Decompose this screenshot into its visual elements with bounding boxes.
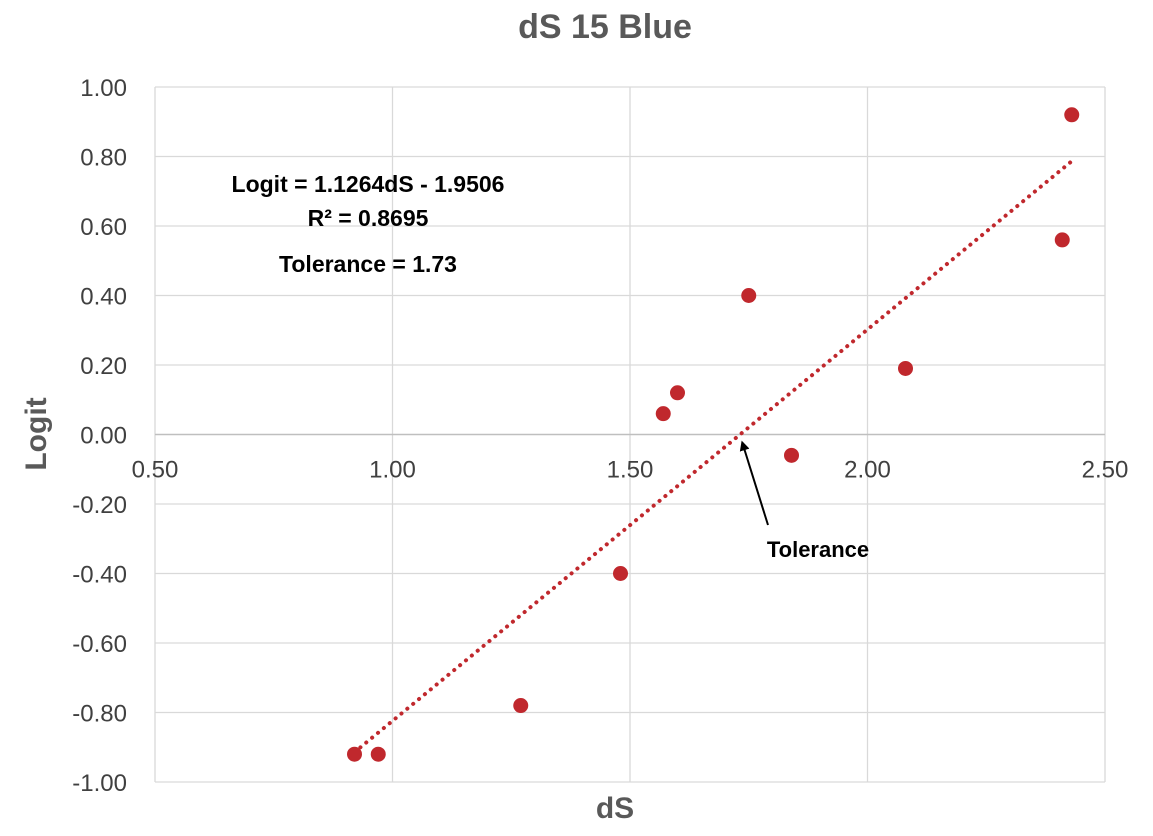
chart-title: dS 15 Blue [518, 8, 692, 46]
data-point [347, 746, 362, 762]
trendline [352, 159, 1074, 755]
data-point [784, 447, 799, 463]
y-tick-label: -0.60 [72, 631, 127, 658]
x-tick-label: 2.50 [1082, 457, 1129, 484]
y-tick-label: 1.00 [80, 75, 127, 102]
y-tick-label: -0.40 [72, 562, 127, 589]
data-point [898, 360, 913, 376]
data-point [741, 288, 757, 303]
y-tick-label: 0.20 [80, 353, 127, 380]
tolerance-arrow-icon [739, 440, 769, 526]
x-tick-label: 0.50 [132, 457, 179, 484]
data-point [370, 746, 386, 762]
data-point [670, 385, 685, 401]
x-tick-label: 1.50 [607, 457, 654, 484]
y-tick-label: 0.00 [80, 423, 127, 450]
x-axis-title: dS [596, 792, 634, 825]
tolerance-value-label: Tolerance = 1.73 [279, 251, 457, 277]
data-point [513, 698, 529, 714]
r-squared-label: R² = 0.8695 [308, 205, 429, 231]
y-tick-label: -0.80 [72, 701, 127, 728]
data-points [347, 107, 1080, 762]
x-tick-label: 2.00 [844, 457, 891, 484]
annotations: Logit = 1.1264dS - 1.9506 R² = 0.8695 To… [232, 171, 870, 562]
trendline-equation: Logit = 1.1264dS - 1.9506 [232, 171, 505, 197]
y-tick-label: 0.80 [80, 145, 127, 172]
data-point [1064, 107, 1080, 123]
y-tick-label: 0.60 [80, 214, 127, 241]
data-point [655, 406, 671, 422]
x-tick-label: 1.00 [369, 457, 416, 484]
data-point [1054, 232, 1070, 248]
y-tick-label: 0.40 [80, 284, 127, 311]
trendline-line [352, 159, 1074, 755]
tolerance-arrow-label: Tolerance [767, 537, 869, 562]
y-tick-label: -1.00 [72, 770, 127, 797]
y-tick-label: -0.20 [72, 492, 127, 519]
y-axis-title: Logit [20, 397, 53, 470]
data-point [613, 566, 628, 581]
tick-labels: 1.00 0.80 0.60 0.40 0.20 0.00 -0.20 -0.40 -0.60 -… [72, 75, 1128, 797]
